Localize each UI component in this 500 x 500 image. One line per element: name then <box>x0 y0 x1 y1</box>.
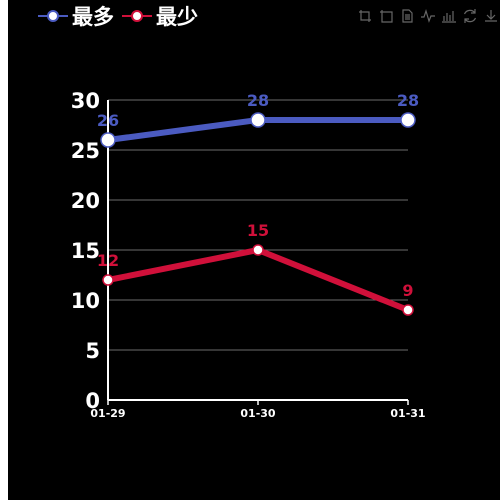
zoom-reset-icon[interactable] <box>376 6 395 25</box>
legend-item-most[interactable]: 最多 <box>38 1 114 31</box>
legend-marker-icon <box>122 10 152 22</box>
data-label: 28 <box>397 91 419 110</box>
data-point <box>252 244 264 256</box>
legend: 最多 最少 <box>38 0 206 32</box>
legend-marker-icon <box>38 10 68 22</box>
data-view-icon[interactable] <box>397 6 416 25</box>
zoom-icon[interactable] <box>355 6 374 25</box>
data-point <box>250 112 266 128</box>
bar-chart-icon[interactable] <box>439 6 458 25</box>
series-line-1 <box>105 247 411 313</box>
data-label: 12 <box>97 251 119 270</box>
toolbox <box>355 6 500 25</box>
line-chart-icon[interactable] <box>418 6 437 25</box>
x-tick-label: 01-30 <box>240 407 276 420</box>
save-image-icon[interactable] <box>481 6 500 25</box>
data-label: 9 <box>402 281 413 300</box>
data-point <box>102 274 114 286</box>
data-label: 15 <box>247 221 269 240</box>
legend-item-least[interactable]: 最少 <box>122 1 198 31</box>
restore-icon[interactable] <box>460 6 479 25</box>
y-tick-label: 20 <box>71 189 100 213</box>
x-tick-label: 01-29 <box>90 407 125 420</box>
data-point <box>402 304 414 316</box>
data-label: 28 <box>247 91 269 110</box>
data-point <box>400 112 416 128</box>
y-tick-label: 0 <box>85 389 100 413</box>
data-label: 26 <box>97 111 119 130</box>
y-tick-label: 10 <box>71 289 100 313</box>
x-tick-label: 01-31 <box>390 407 425 420</box>
y-tick-label: 25 <box>71 139 100 163</box>
legend-label-most: 最多 <box>72 5 114 29</box>
y-tick-label: 30 <box>71 89 100 113</box>
y-tick-label: 15 <box>71 239 100 263</box>
y-tick-label: 5 <box>85 339 100 363</box>
legend-label-least: 最少 <box>156 5 198 29</box>
chart-panel: 0 5 10 15 20 25 30 01-29 01-30 01-31 26 28 28 12 15 9 最… <box>8 0 500 500</box>
data-point <box>100 132 116 148</box>
